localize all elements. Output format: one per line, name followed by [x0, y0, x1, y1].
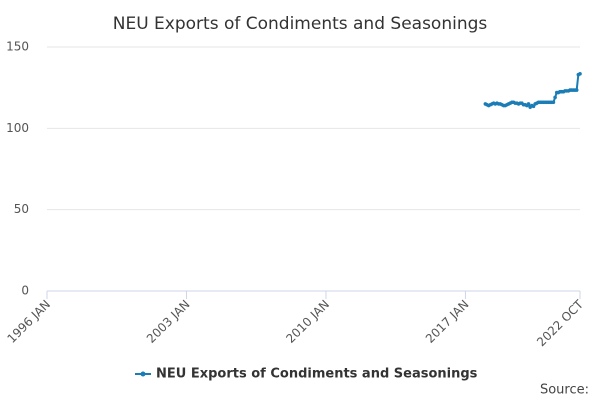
x-tick-label: 1996 JAN: [4, 297, 53, 346]
x-tick-label: 2010 JAN: [283, 297, 332, 346]
y-tick-label: 0: [21, 284, 29, 298]
point: [553, 95, 557, 100]
legend-marker: [140, 371, 146, 377]
y-tick-label: 100: [6, 121, 29, 135]
source: Source:: [540, 383, 589, 398]
point: [526, 102, 531, 106]
chart-title: NEU Exports of Condiments and Seasonings: [113, 14, 488, 34]
point: [574, 88, 579, 92]
legend-label: NEU Exports of Condiments and Seasonings: [156, 367, 478, 382]
y-tick-label: 50: [14, 202, 29, 216]
point: [551, 100, 556, 105]
point: [578, 72, 582, 76]
x-tick-label: 2022 OCT: [534, 297, 586, 349]
y-tick-label: 150: [6, 40, 29, 54]
x-tick-label: 2003 JAN: [144, 297, 193, 346]
x-tick-label: 2017 JAN: [423, 297, 472, 346]
